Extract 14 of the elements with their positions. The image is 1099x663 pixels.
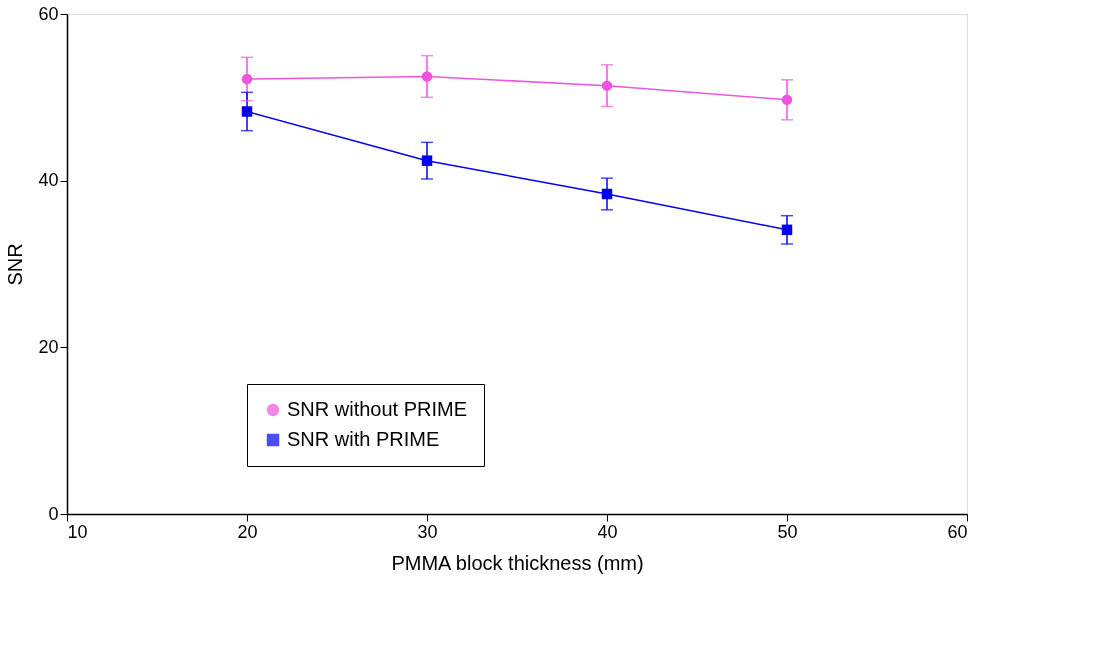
y-axis-title: SNR [4, 243, 27, 286]
x-tick-label: 10 [67, 521, 88, 542]
y-tick-label: 60 [38, 3, 59, 24]
y-tick-label: 0 [48, 503, 59, 524]
y-tick-label: 40 [38, 170, 59, 191]
x-tick-label: 50 [777, 521, 798, 542]
y-tick-label: 20 [38, 336, 59, 357]
x-tick-label: 20 [237, 521, 258, 542]
x-tick-label: 40 [597, 521, 618, 542]
legend-label: SNR without PRIME [287, 398, 468, 420]
x-tick-label: 30 [417, 521, 438, 542]
x-axis-title: PMMA block thickness (mm) [391, 551, 644, 574]
x-tick-label: 60 [947, 521, 968, 542]
legend-label: SNR with PRIME [287, 428, 440, 450]
